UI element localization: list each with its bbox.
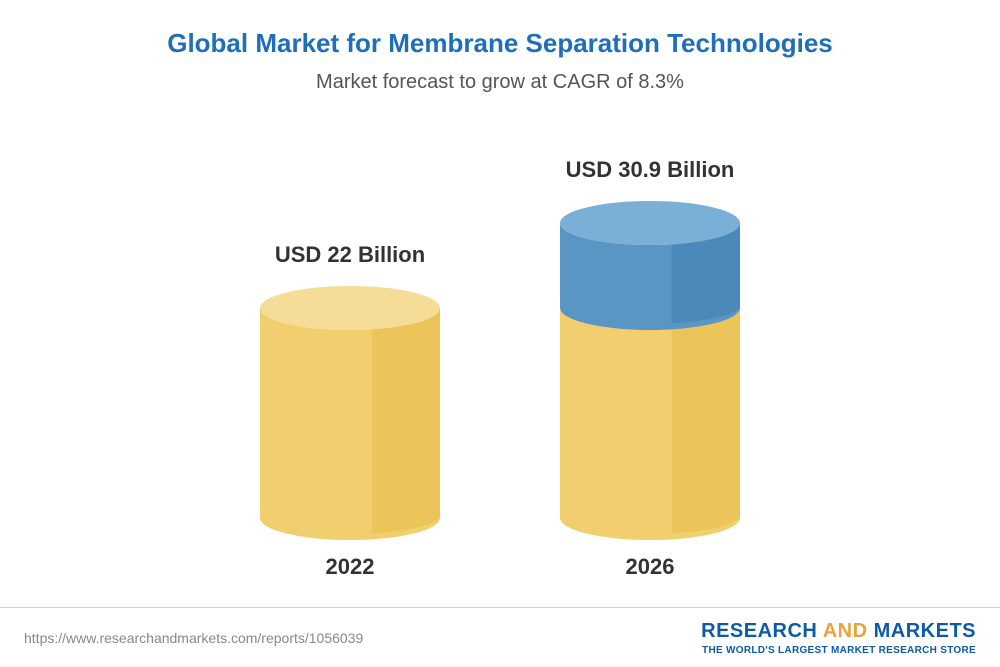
- cylinder-svg: [560, 201, 740, 540]
- bar-value-label: USD 30.9 Billion: [520, 157, 780, 183]
- cylinder-segment-top: [560, 201, 740, 245]
- chart-title: Global Market for Membrane Separation Te…: [0, 0, 1000, 59]
- brand-word-and: AND: [823, 620, 868, 642]
- cylinder-segment-shadow: [372, 308, 440, 533]
- brand-name: RESEARCH AND MARKETS: [701, 620, 976, 643]
- bar-value-label: USD 22 Billion: [220, 242, 480, 268]
- footer: https://www.researchandmarkets.com/repor…: [0, 607, 1000, 667]
- cylinder-segment-shadow: [672, 308, 740, 533]
- chart-area: USD 22 Billion 2022 USD 30.9 Billion 2026: [0, 130, 1000, 580]
- chart-subtitle: Market forecast to grow at CAGR of 8.3%: [0, 71, 1000, 94]
- brand-logo: RESEARCH AND MARKETS THE WORLD'S LARGEST…: [701, 620, 976, 656]
- cylinder-bar: [560, 201, 740, 540]
- brand-word-research: RESEARCH: [701, 620, 817, 642]
- bar-year-label: 2026: [560, 554, 740, 580]
- brand-tagline: THE WORLD'S LARGEST MARKET RESEARCH STOR…: [701, 645, 976, 656]
- bar-year-label: 2022: [260, 554, 440, 580]
- cylinder-bar: [260, 286, 440, 540]
- cylinder-svg: [260, 286, 440, 540]
- source-url: https://www.researchandmarkets.com/repor…: [24, 630, 363, 646]
- cylinder-segment-top: [260, 286, 440, 330]
- brand-word-markets: MARKETS: [874, 620, 976, 642]
